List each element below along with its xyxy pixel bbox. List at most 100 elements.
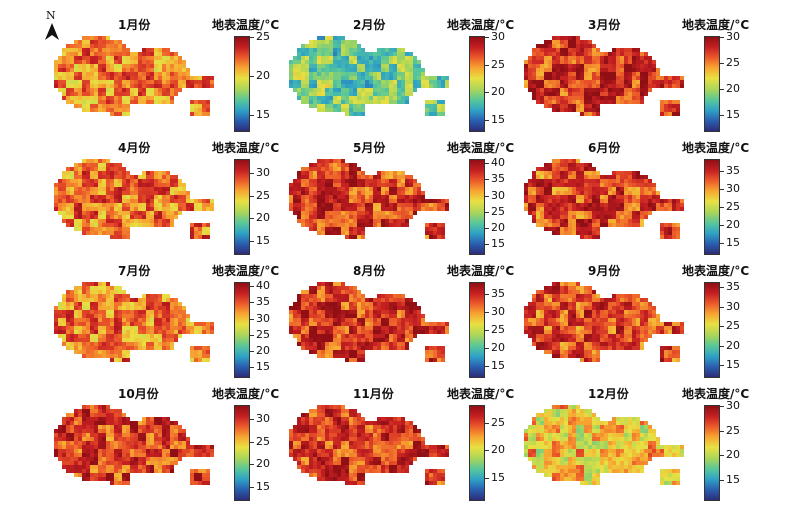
colorbar-tick-label: 35 [491, 286, 505, 300]
colorbar-tick-label: 25 [726, 56, 740, 70]
colorbar [704, 282, 720, 378]
temperature-map [54, 282, 214, 362]
colorbar-tick-label: 30 [256, 166, 270, 180]
colorbar-tick-mark [720, 170, 724, 172]
colorbar-tick-mark [250, 240, 254, 242]
colorbar-unit-label: 地表温度/°C [447, 18, 515, 32]
colorbar-tick-mark [485, 163, 489, 165]
colorbar-tick-mark [485, 195, 489, 197]
colorbar-tick-mark [720, 243, 724, 245]
colorbar-unit-label: 地表温度/°C [682, 264, 750, 278]
colorbar-tick-mark [250, 37, 254, 38]
colorbar-tick-label: 15 [726, 473, 740, 487]
colorbar-tick-mark [485, 311, 489, 313]
colorbar-tick-label: 25 [256, 327, 270, 341]
panel-title: 11月份 [353, 387, 394, 401]
colorbar-tick-mark [250, 218, 254, 220]
colorbar-tick-label: 15 [726, 108, 740, 122]
colorbar [234, 282, 250, 378]
colorbar-tick-mark [250, 195, 254, 197]
colorbar-tick-label: 15 [726, 236, 740, 250]
colorbar-tick-label: 35 [256, 295, 270, 309]
colorbar-tick-mark [720, 306, 724, 308]
colorbar [469, 282, 485, 378]
colorbar-tick-mark [485, 348, 489, 350]
colorbar-tick-label: 15 [491, 359, 505, 373]
colorbar-tick-mark [485, 119, 489, 121]
colorbar-tick-mark [485, 228, 489, 230]
north-label: N [46, 9, 56, 22]
north-arrow: N [40, 9, 66, 43]
colorbar-tick-label: 30 [726, 399, 740, 412]
colorbar-unit-label: 地表温度/°C [447, 387, 515, 401]
colorbar-tick-mark [485, 477, 489, 479]
colorbar-unit-label: 地表温度/°C [212, 387, 280, 401]
colorbar-tick-mark [250, 367, 254, 369]
temperature-map [524, 405, 684, 485]
colorbar-tick-label: 40 [491, 156, 505, 170]
colorbar-tick-mark [720, 63, 724, 65]
panel-title: 9月份 [588, 264, 621, 278]
colorbar-tick-label: 20 [256, 344, 270, 358]
colorbar-tick-mark [720, 326, 724, 328]
colorbar-tick-mark [720, 188, 724, 190]
colorbar-tick-mark [485, 293, 489, 295]
colorbar-tick-mark [485, 64, 489, 66]
colorbar-tick-label: 20 [491, 443, 505, 457]
colorbar-tick-mark [485, 330, 489, 331]
colorbar-unit-label: 地表温度/°C [212, 18, 280, 32]
colorbar-tick-label: 30 [726, 30, 740, 43]
colorbar-unit-label: 地表温度/°C [447, 264, 515, 278]
colorbar-tick-mark [720, 89, 724, 91]
temperature-map [289, 36, 449, 116]
colorbar-tick-label: 35 [726, 163, 740, 177]
colorbar-tick-label: 25 [256, 30, 270, 43]
colorbar-tick-mark [485, 179, 489, 181]
temperature-map [289, 282, 449, 362]
colorbar-tick-label: 15 [256, 360, 270, 374]
temperature-map [524, 36, 684, 116]
colorbar [469, 405, 485, 501]
colorbar-tick-label: 35 [726, 279, 740, 293]
colorbar-tick-label: 30 [256, 311, 270, 325]
colorbar-tick-mark [485, 211, 489, 213]
colorbar-tick-label: 25 [726, 423, 740, 437]
colorbar-tick-mark [720, 365, 724, 367]
colorbar-tick-label: 30 [491, 188, 505, 202]
colorbar [234, 159, 250, 255]
panel-title: 3月份 [588, 18, 621, 32]
colorbar-tick-mark [720, 406, 724, 407]
colorbar-tick-label: 30 [491, 304, 505, 318]
panel-title: 4月份 [118, 141, 151, 155]
colorbar-unit-label: 地表温度/°C [682, 387, 750, 401]
colorbar-tick-mark [485, 37, 489, 38]
temperature-map [54, 159, 214, 239]
temperature-map [524, 282, 684, 362]
colorbar-tick-label: 15 [256, 108, 270, 122]
panel-title: 5月份 [353, 141, 386, 155]
colorbar-tick-mark [485, 92, 489, 94]
panel-title: 7月份 [118, 264, 151, 278]
colorbar-tick-label: 25 [256, 188, 270, 202]
colorbar-tick-mark [485, 244, 489, 246]
colorbar-tick-mark [720, 115, 724, 117]
colorbar-tick-label: 15 [256, 479, 270, 493]
colorbar-tick-label: 25 [491, 57, 505, 71]
colorbar-tick-label: 20 [256, 457, 270, 471]
colorbar-tick-label: 30 [726, 181, 740, 195]
temperature-map [289, 159, 449, 239]
panel-title: 2月份 [353, 18, 386, 32]
colorbar-tick-label: 20 [491, 221, 505, 235]
colorbar-tick-mark [250, 419, 254, 421]
colorbar-tick-label: 30 [491, 30, 505, 43]
colorbar-tick-label: 25 [491, 415, 505, 429]
colorbar-tick-label: 20 [726, 218, 740, 232]
colorbar-tick-mark [720, 286, 724, 288]
colorbar-tick-mark [720, 207, 724, 208]
colorbar-tick-label: 20 [726, 448, 740, 462]
colorbar-tick-mark [250, 286, 254, 288]
panel-title: 8月份 [353, 264, 386, 278]
colorbar [704, 159, 720, 255]
colorbar-tick-mark [720, 455, 724, 457]
